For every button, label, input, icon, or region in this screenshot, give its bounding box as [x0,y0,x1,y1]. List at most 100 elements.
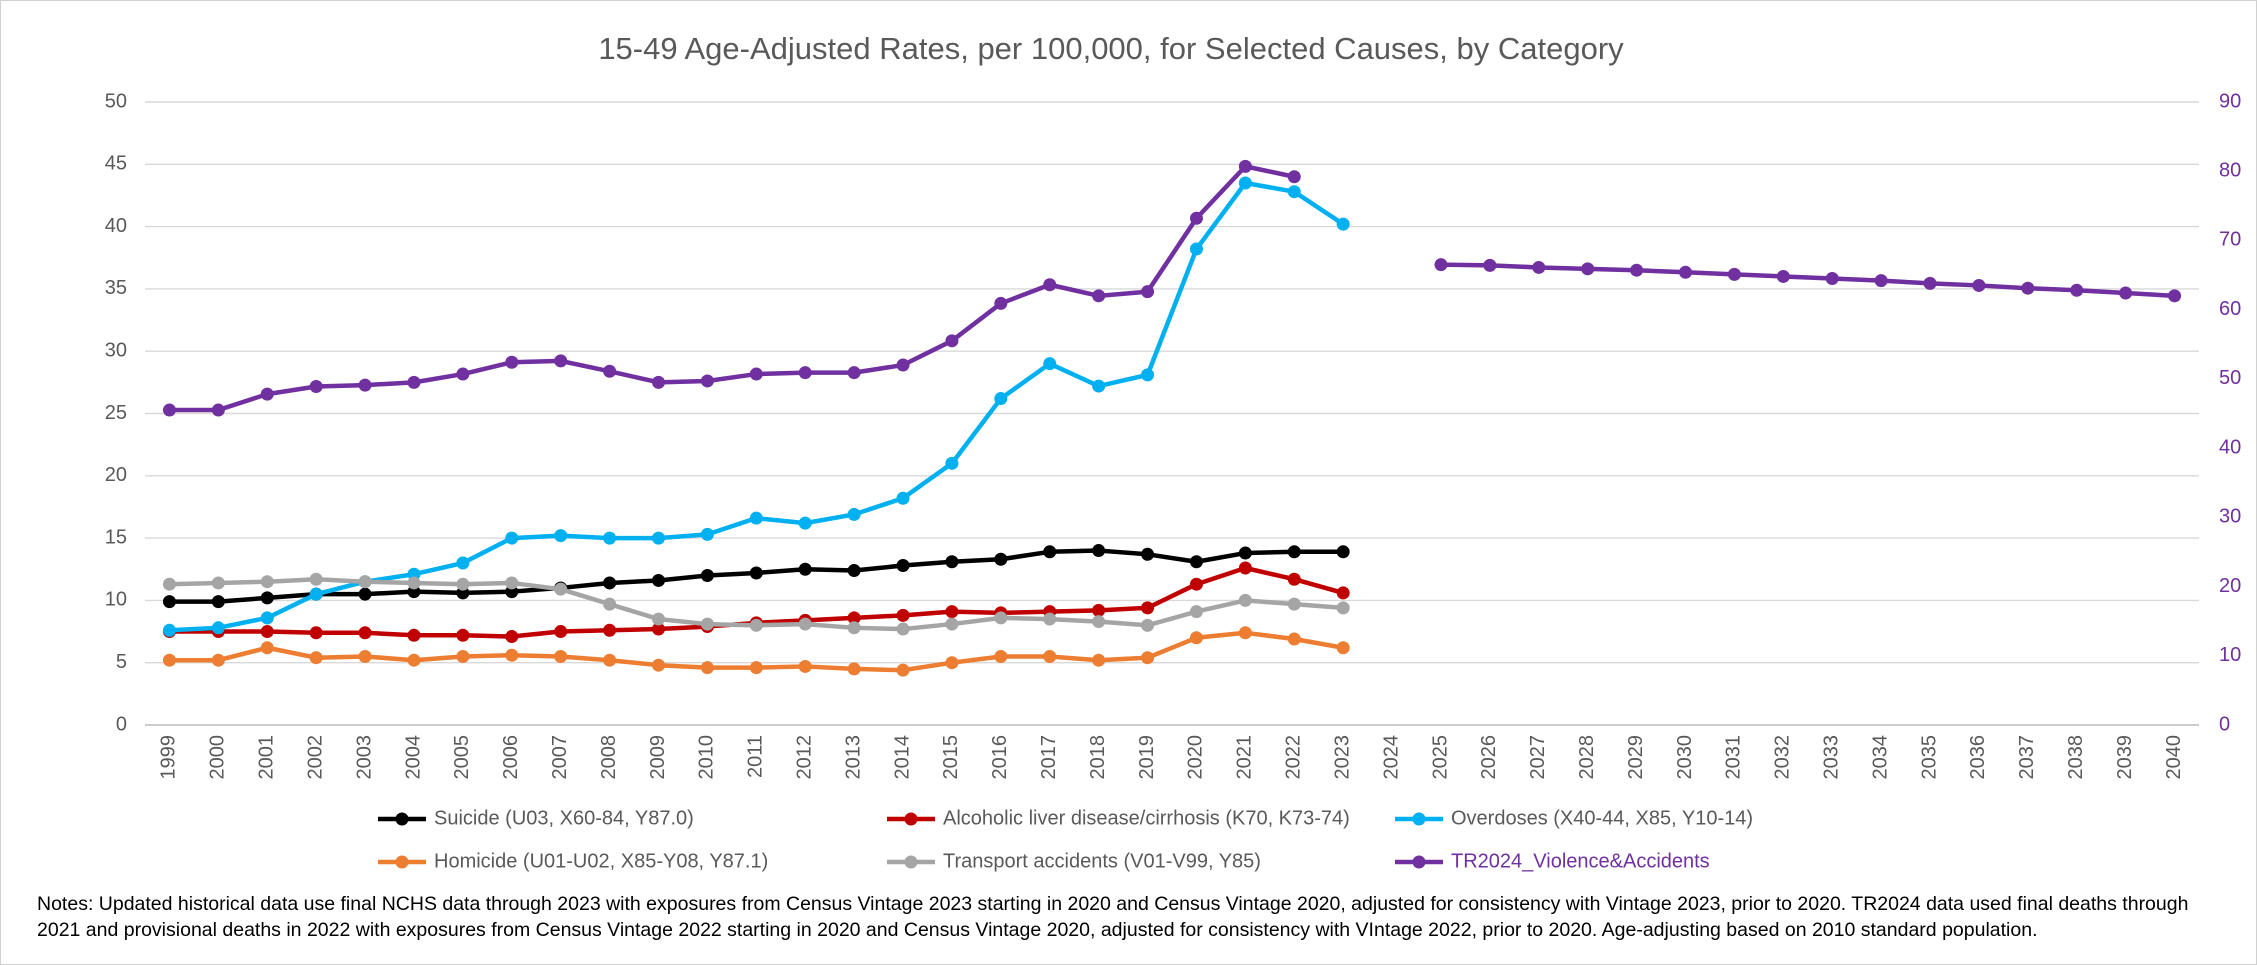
y-tick-label: 25 [105,402,127,424]
data-point [603,653,617,667]
data-point [847,507,861,521]
data-point [749,661,763,675]
legend-label: Alcoholic liver disease/cirrhosis (K70, … [943,807,1350,829]
data-point [1238,561,1252,575]
y2-tick-label: 80 [2219,160,2241,182]
data-point [211,653,225,667]
data-point [994,649,1008,663]
data-point [896,622,910,636]
y-tick-label: 35 [105,277,127,299]
data-point [1336,217,1350,231]
data-point [1092,379,1106,393]
data-point [994,392,1008,406]
data-point [652,622,665,636]
data-point [407,653,421,667]
data-point [1923,276,1937,290]
data-point [847,621,861,635]
data-point [456,628,470,642]
data-point [554,529,568,543]
data-point [847,662,861,676]
data-point [456,367,470,381]
x-tick-label: 2035 [1918,735,1940,780]
data-point [1287,572,1301,586]
y2-tick-label: 0 [2219,713,2230,735]
data-point [798,562,812,576]
data-point [994,296,1008,310]
data-point [896,663,910,677]
data-point [211,576,225,590]
x-tick-label: 2016 [989,735,1011,780]
data-point [847,611,861,625]
data-point [1287,545,1301,559]
x-tick-label: 2022 [1283,735,1305,780]
data-point [1238,593,1252,607]
data-point [700,617,714,631]
data-point [1776,269,1790,283]
data-point [162,577,176,591]
data-point [1972,278,1986,292]
data-point [309,626,323,640]
data-point [2070,283,2084,297]
data-point [798,617,812,631]
x-tick-label: 2024 [1380,735,1402,780]
x-tick-label: 2031 [1723,735,1745,780]
x-tick-label: 2000 [207,735,229,780]
data-point [1141,547,1155,561]
data-point [945,656,959,670]
data-point [1043,612,1057,626]
data-point [896,608,910,622]
data-point [1287,597,1301,611]
data-point [1287,185,1301,199]
data-point [749,367,763,381]
data-point [1189,555,1203,569]
data-point [652,573,665,587]
data-point [749,618,763,632]
data-point [749,566,763,580]
data-point [652,612,665,626]
data-point [1141,618,1155,632]
y2-tick-label: 10 [2219,644,2241,666]
data-point [309,587,323,601]
data-point [456,649,470,663]
x-tick-label: 2025 [1429,735,1451,780]
series-line [1440,262,2175,299]
data-point [945,456,959,470]
data-point [1043,278,1057,292]
data-point [1238,626,1252,640]
data-point [554,625,568,639]
data-point [211,595,225,609]
legend-label: Homicide (U01-U02, X85-Y08, Y87.1) [434,850,768,872]
data-point [847,563,861,577]
x-tick-label: 2018 [1087,735,1109,780]
data-point [554,354,568,368]
data-point [603,597,617,611]
data-point [260,611,274,625]
data-point [162,595,176,609]
y2-tick-label: 20 [2219,575,2241,597]
data-point [798,659,812,673]
series-line [169,164,1295,413]
data-point [1141,285,1155,299]
legend-label: Overdoses (X40-44, X85, Y10-14) [1451,807,1753,829]
data-point [1679,265,1692,279]
data-point [1141,368,1155,382]
data-point [260,575,274,589]
y-tick-label: 45 [105,153,127,175]
data-point [358,649,372,663]
legend-marker [1412,855,1426,869]
x-tick-label: 2028 [1576,735,1598,780]
data-point [1483,258,1497,272]
x-tick-label: 2012 [793,735,815,780]
data-point [603,623,617,637]
data-point [945,334,959,348]
data-point [505,630,519,644]
data-point [700,661,714,675]
x-tick-label: 2030 [1674,735,1696,780]
data-point [1287,170,1301,184]
data-point [309,651,323,665]
x-tick-label: 2004 [402,735,424,780]
legend-label: Transport accidents (V01-V99, Y85) [943,850,1261,872]
data-point [1532,260,1546,274]
x-tick-label: 2002 [304,735,326,780]
chart-title: 15-49 Age-Adjusted Rates, per 100,000, f… [598,31,1624,66]
